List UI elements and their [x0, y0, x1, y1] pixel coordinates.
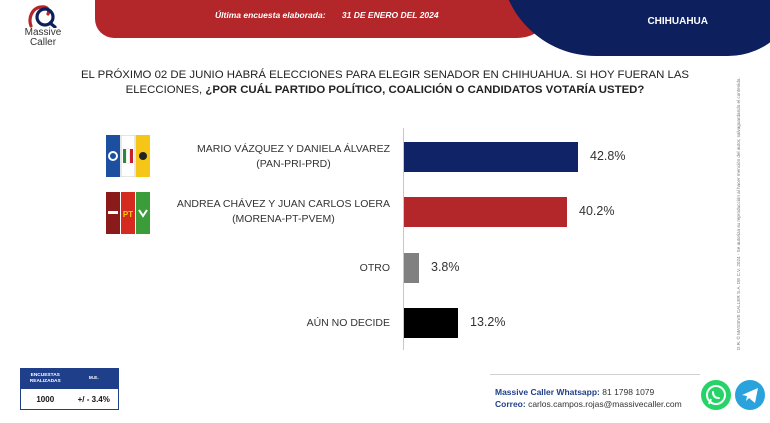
category-label-line: AÚN NO DECIDE: [306, 316, 390, 329]
massive-caller-logo-icon: [28, 4, 58, 29]
category-label-4: AÚN NO DECIDE: [307, 316, 390, 331]
brand-name: Massive Caller: [24, 27, 62, 48]
sample-table-header: ENCUESTAS REALIZADAS M.E.: [21, 369, 118, 389]
state-label: CHIHUAHUA: [647, 16, 708, 27]
bar-value-label-2: 40.2%: [579, 204, 615, 218]
copyright-notice: D.R. © MASSIVE CALLER S.A. DE C.V. 2024 …: [736, 77, 741, 350]
category-label-line: (MORENA-PT-PVEM): [232, 213, 335, 225]
category-label-line: (PAN-PRI-PRD): [256, 158, 331, 170]
whatsapp-number[interactable]: 81 1798 1079: [602, 387, 655, 397]
pan-logo-icon: [106, 135, 120, 177]
bar-value-label-3: 3.8%: [431, 260, 460, 274]
prd-logo-icon: [136, 135, 150, 177]
survey-question: EL PRÓXIMO 02 DE JUNIO HABRÁ ELECCIONES …: [60, 68, 710, 98]
category-label-2: ANDREA CHÁVEZ Y JUAN CARLOS LOERA (MORENA…: [177, 197, 390, 227]
header-navy-shape: [500, 0, 770, 56]
whatsapp-label: Massive Caller Whatsapp:: [495, 387, 600, 397]
margin-error-header: M.E.: [88, 376, 99, 381]
pvem-logo-icon: [136, 192, 150, 234]
category-label-line: ANDREA CHÁVEZ Y JUAN CARLOS LOERA: [176, 198, 390, 210]
bar-value-label-1: 42.8%: [590, 149, 626, 163]
category-label-3: OTRO: [360, 261, 390, 276]
margin-error-value: +/ - 3.4%: [77, 394, 110, 404]
category-label-1: MARIO VÁZQUEZ Y DANIELA ÁLVAREZ (PAN-PRI-…: [197, 142, 390, 172]
coalition2-logos: PT: [106, 192, 150, 234]
brand-logo: Massive Caller: [18, 4, 68, 48]
bar-2: [404, 197, 567, 227]
whatsapp-icon[interactable]: [701, 380, 731, 410]
footer-divider: [490, 374, 700, 375]
pri-logo-icon: [120, 134, 136, 178]
survey-date-line: Última encuesta elaborada: 31 DE ENERO D…: [215, 10, 453, 20]
contact-info: Massive Caller Whatsapp: 81 1798 1079 Co…: [495, 386, 682, 410]
email-address[interactable]: carlos.campos.rojas@massivecaller.com: [528, 399, 682, 409]
question-line-1: EL PRÓXIMO 02 DE JUNIO HABRÁ ELECCIONES …: [80, 69, 690, 81]
survey-label: Última encuesta elaborada:: [215, 10, 326, 20]
bar-4: [404, 308, 458, 338]
bar-1: [404, 142, 578, 172]
category-label-line: MARIO VÁZQUEZ Y DANIELA ÁLVAREZ: [197, 143, 390, 155]
sample-table: ENCUESTAS REALIZADAS M.E. 1000 +/ - 3.4%: [20, 368, 119, 410]
bar-value-label-4: 13.2%: [470, 315, 506, 329]
telegram-icon[interactable]: [735, 380, 765, 410]
question-line-2: ELECCIONES, ¿POR CUÁL PARTIDO POLÍTICO, …: [125, 84, 645, 96]
bar-3: [404, 253, 419, 283]
pt-logo-icon: PT: [121, 192, 135, 234]
coalition1-logos: [106, 134, 150, 178]
chart-axis-line: [403, 128, 404, 350]
morena-logo-icon: [106, 192, 120, 234]
surveys-value: 1000: [36, 394, 55, 404]
category-label-line: OTRO: [359, 261, 390, 274]
header-banner: Última encuesta elaborada: 31 DE ENERO D…: [95, 0, 555, 38]
question-bold: ¿POR CUÁL PARTIDO POLÍTICO, COALICIÓN O …: [205, 84, 645, 96]
email-label: Correo:: [495, 399, 526, 409]
svg-text:PT: PT: [123, 210, 133, 219]
sample-table-row: 1000 +/ - 3.4%: [21, 389, 118, 409]
surveys-header: ENCUESTAS REALIZADAS: [29, 373, 61, 384]
survey-date: 31 DE ENERO DEL 2024: [341, 10, 439, 20]
